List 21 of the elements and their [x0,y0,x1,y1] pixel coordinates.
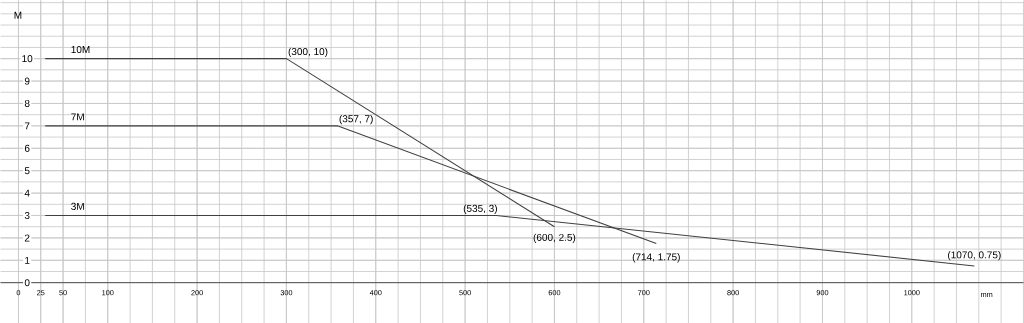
annotation: (1070, 0.75) [948,250,1001,261]
annotation: (300, 10) [288,47,328,57]
y-axis-title: M [14,11,22,19]
series-label: 7M [71,113,84,121]
y-tick-label: 3 [24,211,30,219]
y-tick-label: 4 [24,189,30,197]
annotation: (357, 7) [339,114,373,125]
y-tick-label: 9 [24,77,30,85]
y-tick-label: 8 [24,99,30,107]
y-tick-label: 10 [22,54,33,62]
y-tick-label: 6 [24,144,30,152]
series-label: 10M [71,45,90,53]
annotation: (714, 1.75) [632,252,680,263]
y-tick-label: 1 [25,256,30,264]
series-label: 3M [71,202,84,210]
y-tick-label: 5 [24,166,30,174]
y-tick-label: 2 [24,234,30,242]
y-tick-label: 0 [24,278,30,287]
y-tick-label: 7 [24,122,30,130]
annotation: (535, 3) [463,204,497,214]
annotation: (600, 2.5) [533,233,576,243]
